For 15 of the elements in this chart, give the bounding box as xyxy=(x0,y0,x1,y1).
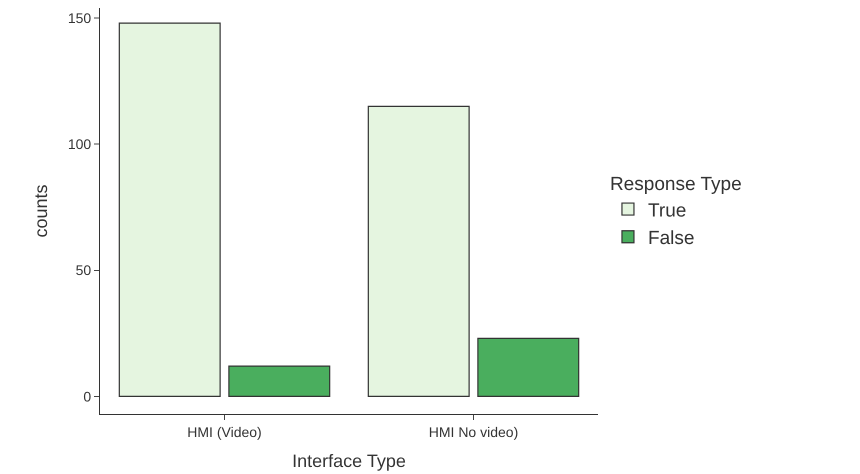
y-tick-label: 0 xyxy=(83,388,92,404)
bar xyxy=(368,106,470,397)
y-tick-label: 50 xyxy=(76,262,92,278)
legend-label: True xyxy=(648,200,686,222)
bar xyxy=(228,365,330,397)
y-tick-label: 100 xyxy=(68,136,92,152)
legend-label: False xyxy=(648,228,694,250)
x-tick-label: HMI No video) xyxy=(428,424,518,440)
y-axis-title: counts xyxy=(31,184,52,238)
legend-title: Response Type xyxy=(610,174,742,196)
x-tick-label: HMI (Video) xyxy=(187,424,262,440)
bar xyxy=(118,22,221,397)
x-axis-title: Interface Type xyxy=(292,450,406,471)
bar xyxy=(477,338,580,397)
y-tick-label: 150 xyxy=(68,10,92,26)
